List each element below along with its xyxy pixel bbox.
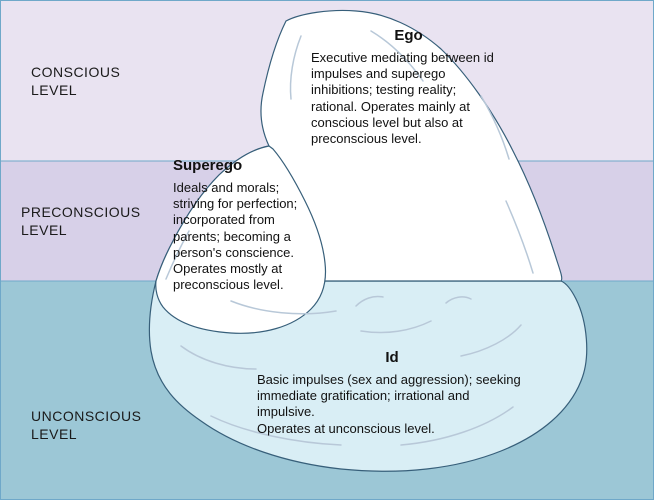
id-body: Basic impulses (sex and aggression); see… — [257, 372, 521, 436]
superego-body: Ideals and morals; striving for perfecti… — [173, 180, 297, 293]
superego-text-block: Superego Ideals and morals; striving for… — [173, 157, 323, 294]
freud-iceberg-diagram: CONSCIOUSLEVEL PRECONSCIOUSLEVEL UNCONSC… — [0, 0, 654, 500]
ego-text-block: Ego Executive mediating between id impul… — [311, 27, 506, 147]
id-title: Id — [257, 349, 527, 368]
id-text-block: Id Basic impulses (sex and aggression); … — [257, 349, 527, 437]
preconscious-level-label: PRECONSCIOUSLEVEL — [21, 203, 141, 239]
superego-title: Superego — [173, 157, 323, 176]
conscious-level-label: CONSCIOUSLEVEL — [31, 63, 120, 99]
unconscious-level-label: UNCONSCIOUSLEVEL — [31, 407, 142, 443]
ego-title: Ego — [311, 27, 506, 46]
ego-body: Executive mediating between id impulses … — [311, 50, 494, 146]
